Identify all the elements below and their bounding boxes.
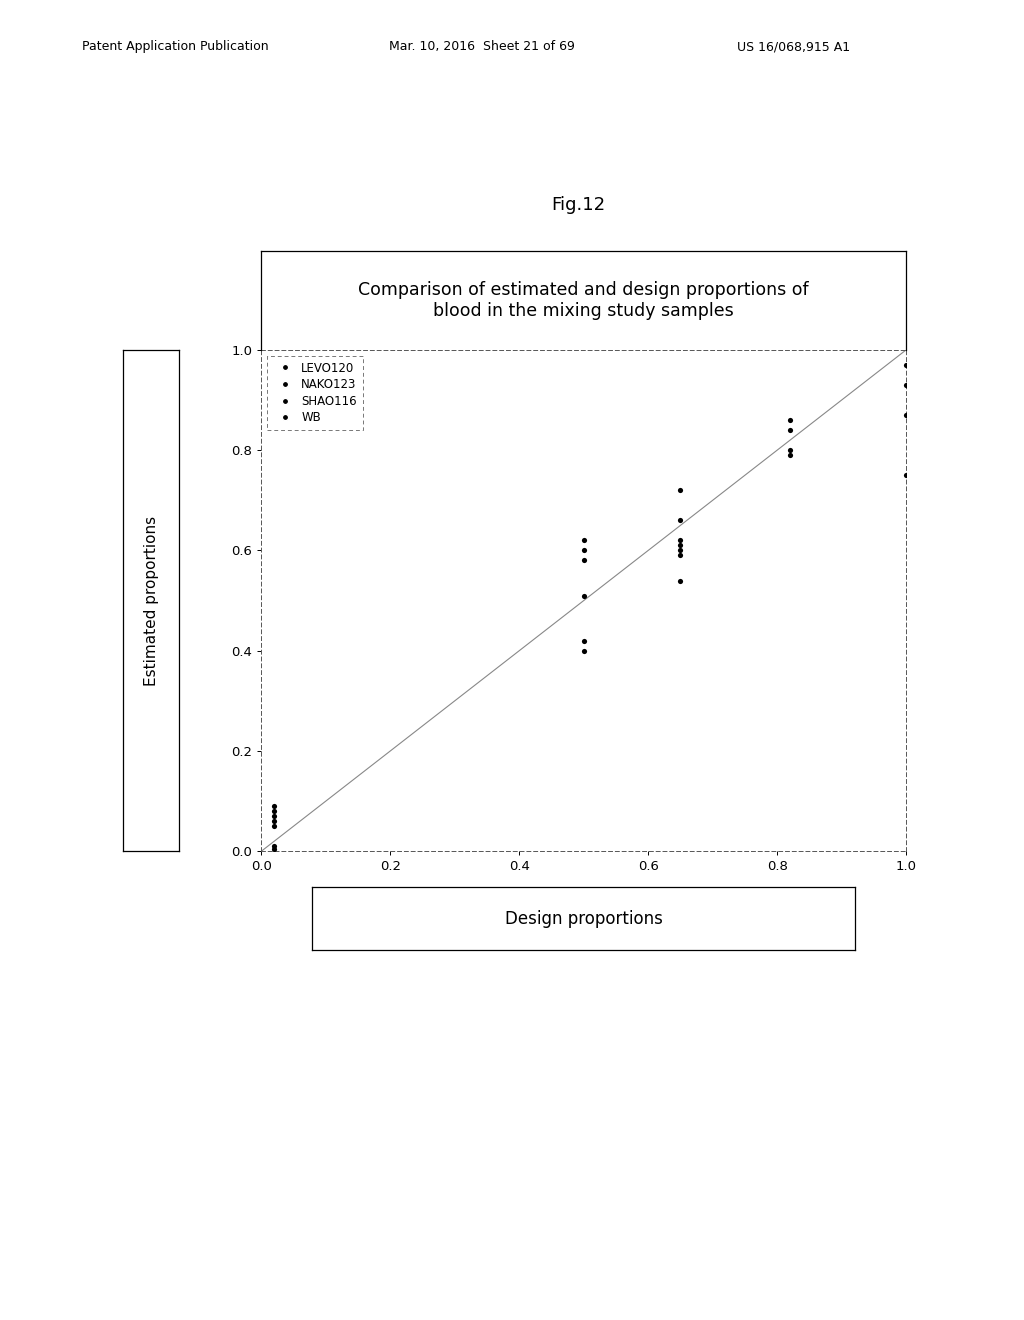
Point — [673, 540, 689, 561]
Point — [266, 796, 283, 817]
Point — [782, 440, 799, 461]
Point — [673, 529, 689, 550]
Point — [898, 334, 914, 355]
Point — [575, 585, 592, 606]
Point — [673, 535, 689, 556]
Point — [898, 465, 914, 486]
Text: Design proportions: Design proportions — [505, 909, 663, 928]
Text: Comparison of estimated and design proportions of
blood in the mixing study samp: Comparison of estimated and design propo… — [358, 281, 809, 319]
Point — [673, 570, 689, 591]
Point — [673, 510, 689, 531]
Point — [575, 540, 592, 561]
Point — [575, 640, 592, 661]
Point — [266, 816, 283, 837]
Point — [782, 420, 799, 441]
Text: Mar. 10, 2016  Sheet 21 of 69: Mar. 10, 2016 Sheet 21 of 69 — [389, 40, 575, 53]
Point — [673, 545, 689, 566]
Point — [266, 801, 283, 822]
Point — [782, 445, 799, 466]
Point — [782, 409, 799, 430]
Text: Fig.12: Fig.12 — [552, 195, 605, 214]
Text: Patent Application Publication: Patent Application Publication — [82, 40, 268, 53]
Point — [266, 805, 283, 826]
Point — [575, 630, 592, 651]
Text: US 16/068,915 A1: US 16/068,915 A1 — [737, 40, 850, 53]
Point — [266, 838, 283, 859]
Text: Estimated proportions: Estimated proportions — [143, 516, 159, 685]
Point — [575, 529, 592, 550]
Point — [898, 375, 914, 396]
Point — [266, 810, 283, 832]
Point — [898, 354, 914, 375]
Legend: LEVO120, NAKO123, SHAO116, WB: LEVO120, NAKO123, SHAO116, WB — [267, 355, 362, 430]
Point — [575, 550, 592, 572]
Point — [266, 836, 283, 857]
Point — [673, 479, 689, 500]
Point — [898, 404, 914, 425]
